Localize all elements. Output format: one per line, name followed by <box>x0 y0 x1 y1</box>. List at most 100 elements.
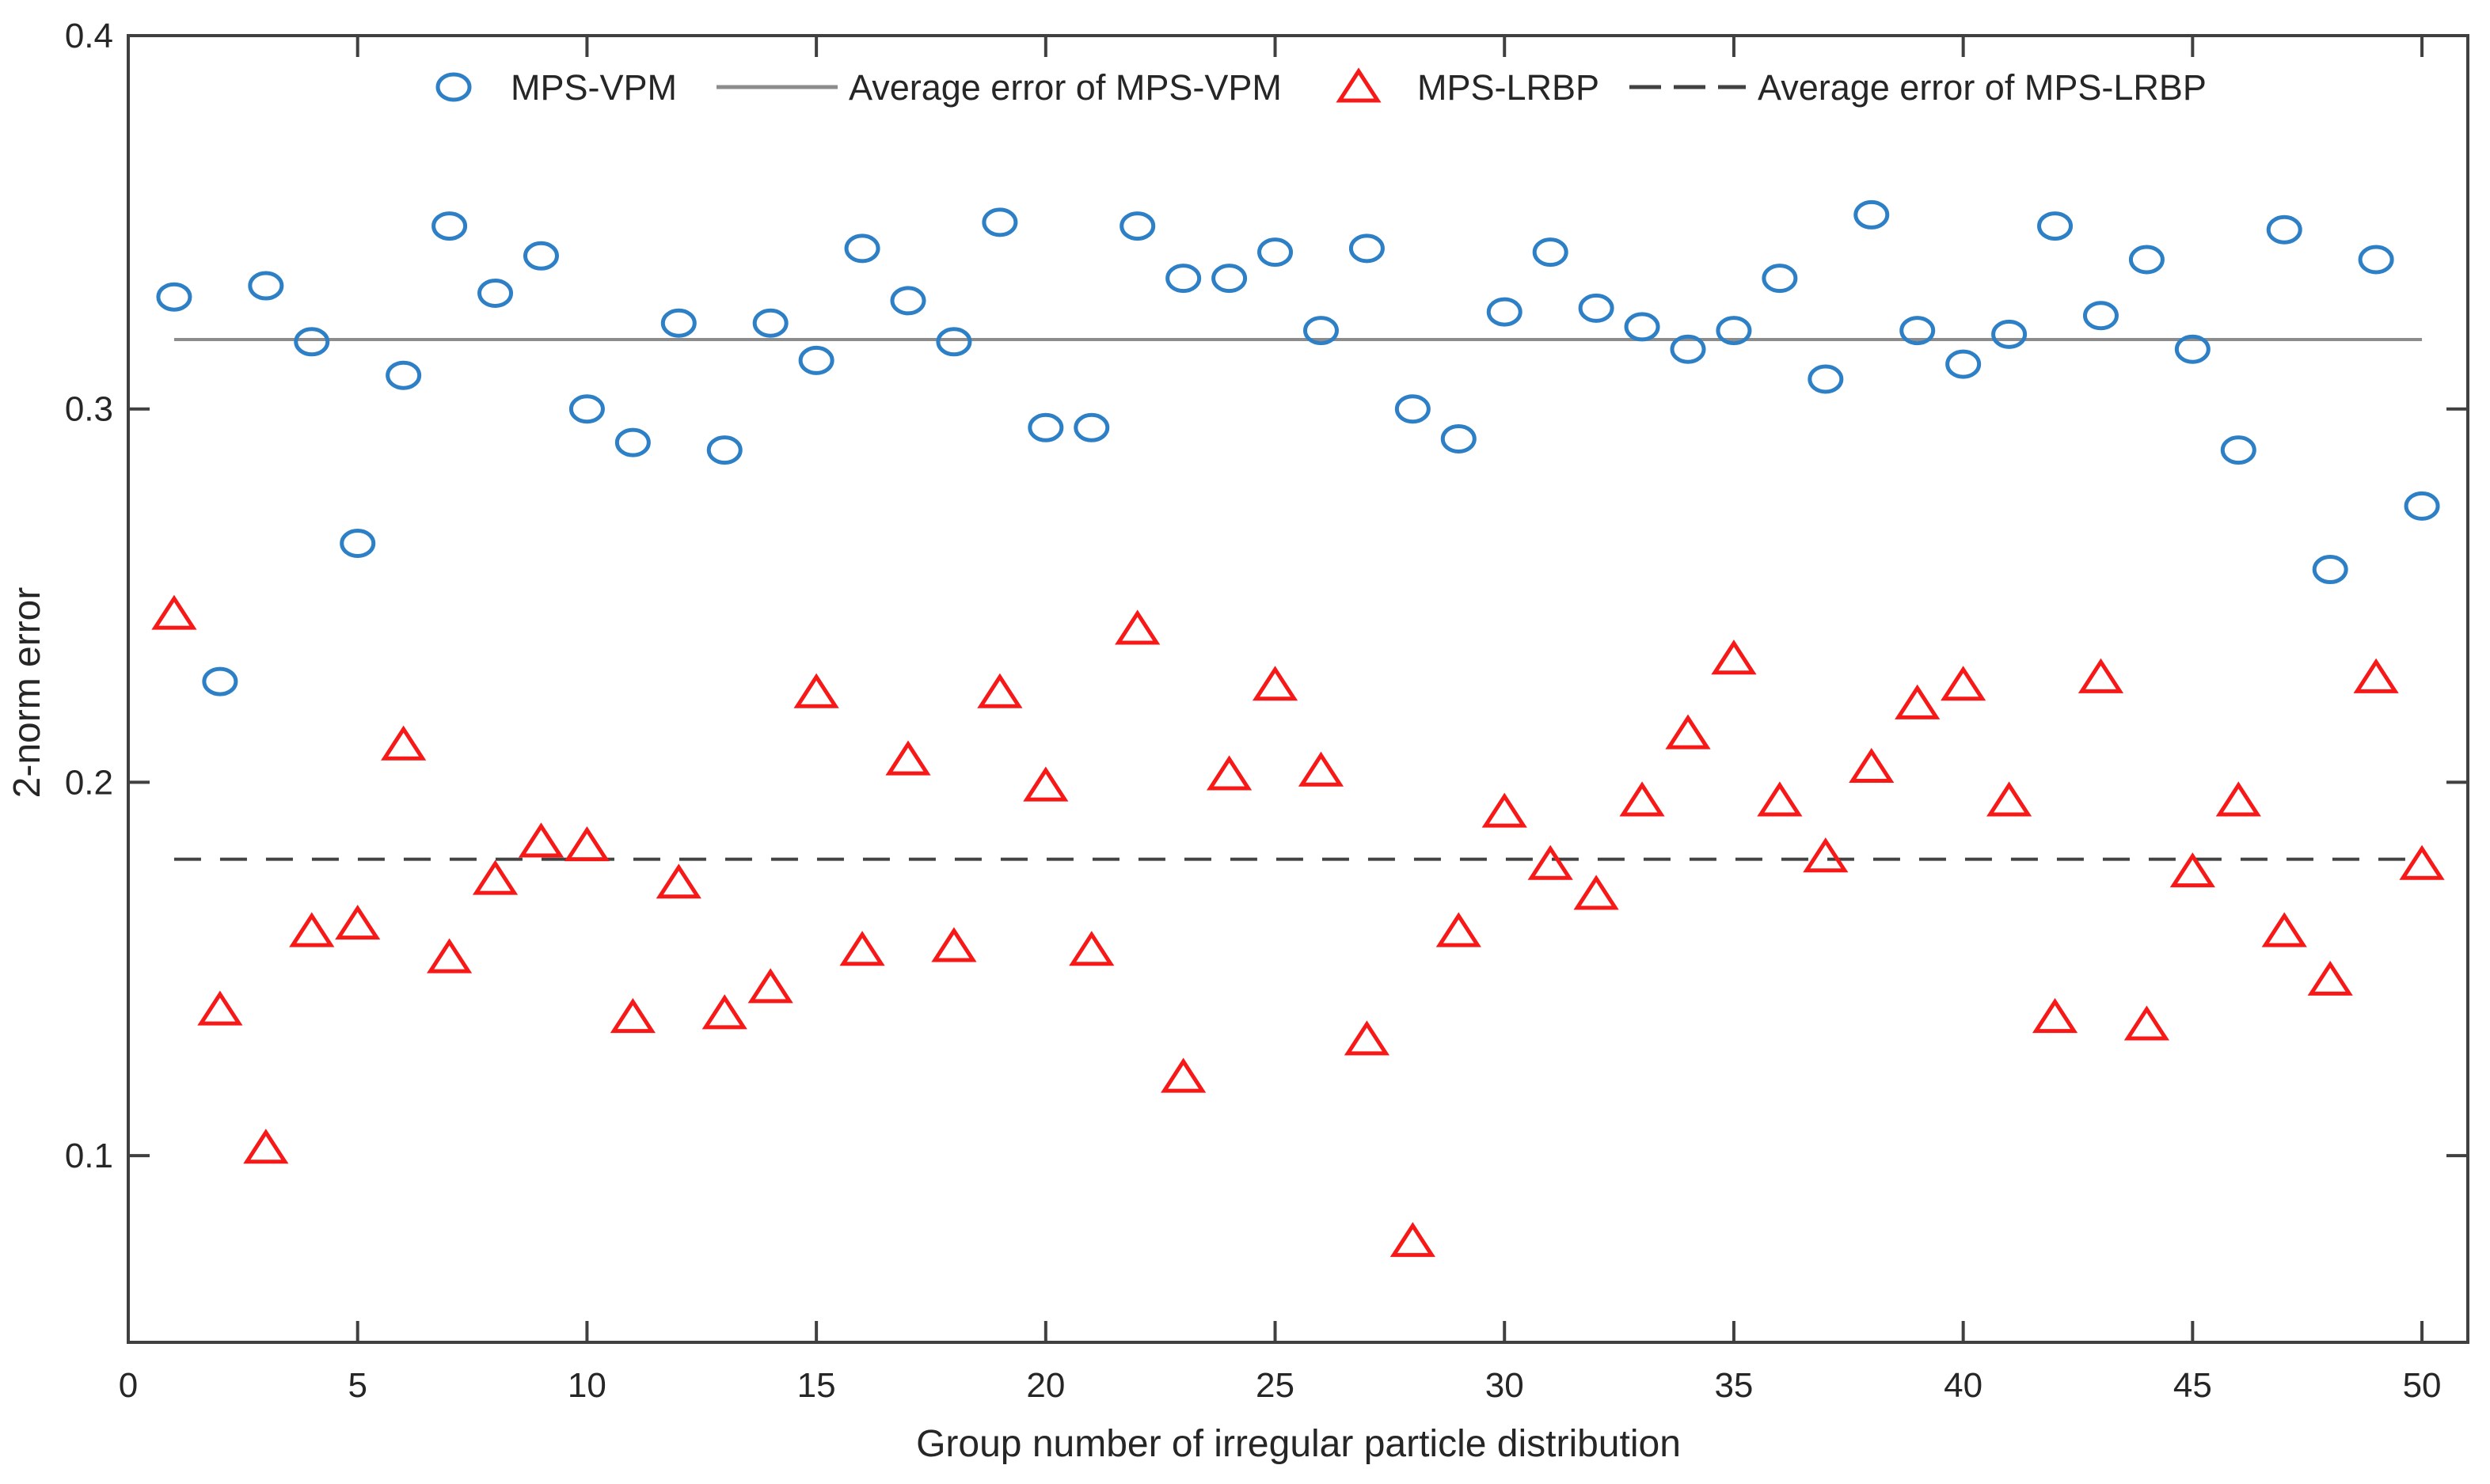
data-point-mps-vpm <box>568 394 605 424</box>
data-point-mps-vpm <box>1120 211 1156 241</box>
x-tick-label: 25 <box>1256 1366 1294 1405</box>
data-point-mps-vpm <box>1670 334 1706 364</box>
data-point-mps-lrbp <box>472 860 519 895</box>
data-point-mps-vpm <box>1165 264 1202 294</box>
data-point-mps-vpm <box>1808 364 1844 394</box>
data-point-mps-vpm <box>1257 237 1294 268</box>
data-point-mps-lrbp <box>2078 658 2124 693</box>
x-tick-label: 5 <box>348 1366 367 1405</box>
data-point-mps-lrbp <box>1023 766 1069 802</box>
data-point-mps-lrbp <box>2123 1005 2170 1041</box>
legend-label-mps-lrbp: MPS-LRBP <box>1417 67 1599 108</box>
data-point-mps-vpm <box>1028 412 1064 442</box>
legend: MPS-VPM Average error of MPS-VPM MPS-LRB… <box>435 67 2207 108</box>
data-point-mps-vpm <box>798 345 834 375</box>
data-point-mps-vpm <box>2312 555 2348 585</box>
data-point-mps-lrbp <box>1849 747 1895 784</box>
data-point-mps-vpm <box>248 271 284 301</box>
legend-marker-circle-icon <box>435 72 472 102</box>
data-point-mps-lrbp <box>885 740 931 776</box>
data-point-mps-lrbp <box>381 725 427 761</box>
data-point-mps-lrbp <box>656 863 701 899</box>
data-point-mps-vpm <box>844 233 880 264</box>
y-tick-label: 0.4 <box>65 17 113 55</box>
data-point-mps-lrbp <box>701 994 747 1030</box>
data-point-mps-vpm <box>1624 312 1660 342</box>
data-point-mps-vpm <box>1211 264 1248 294</box>
data-point-mps-lrbp <box>839 931 885 966</box>
data-point-mps-vpm <box>477 278 514 308</box>
x-tick-label: 40 <box>1944 1366 1982 1405</box>
data-point-mps-vpm <box>1578 293 1614 323</box>
data-point-mps-vpm <box>1945 349 1982 379</box>
x-tick-label: 20 <box>1026 1366 1065 1405</box>
data-point-mps-lrbp <box>197 990 243 1026</box>
data-point-mps-lrbp <box>2169 852 2215 888</box>
data-point-mps-vpm <box>660 308 697 338</box>
legend-label-average-mps-vpm: Average error of MPS-VPM <box>849 67 1282 108</box>
data-point-mps-lrbp <box>1711 640 1757 675</box>
legend-label-average-mps-lrbp: Average error of MPS-LRBP <box>1758 67 2207 108</box>
data-point-mps-lrbp <box>931 927 977 962</box>
data-point-mps-lrbp <box>1161 1057 1207 1093</box>
data-point-mps-vpm <box>1991 319 2028 349</box>
data-point-mps-lrbp <box>151 594 197 630</box>
data-point-mps-lrbp <box>335 905 381 940</box>
data-point-mps-vpm <box>1899 316 1936 346</box>
data-point-mps-lrbp <box>2353 658 2399 693</box>
data-point-mps-vpm <box>294 327 330 357</box>
data-point-mps-vpm <box>431 211 468 241</box>
data-point-mps-lrbp <box>747 968 793 1004</box>
data-point-mps-lrbp <box>1665 714 1711 750</box>
x-tick-label: 30 <box>1485 1366 1524 1405</box>
data-point-mps-vpm <box>202 666 238 696</box>
data-point-mps-vpm <box>523 241 559 271</box>
data-point-mps-lrbp <box>1344 1020 1390 1056</box>
data-point-mps-lrbp <box>1206 755 1253 791</box>
data-point-mps-vpm <box>2128 245 2165 275</box>
x-tick-label: 35 <box>1714 1366 1753 1405</box>
data-point-mps-vpm <box>1486 297 1523 327</box>
data-point-mps-lrbp <box>289 912 335 947</box>
data-point-mps-vpm <box>2404 491 2440 521</box>
data-point-mps-lrbp <box>1481 792 1527 828</box>
data-point-mps-vpm <box>1440 423 1477 454</box>
data-point-mps-lrbp <box>1573 875 1619 910</box>
x-tick-label: 10 <box>568 1366 606 1405</box>
data-point-mps-lrbp <box>564 826 610 862</box>
data-point-mps-lrbp <box>426 938 473 974</box>
data-point-mps-lrbp <box>1069 931 1115 966</box>
data-point-mps-vpm <box>936 327 972 357</box>
x-tick-label: 45 <box>2173 1366 2212 1405</box>
data-point-mps-lrbp <box>1389 1222 1435 1258</box>
data-point-mps-vpm <box>1302 316 1339 346</box>
data-point-mps-lrbp <box>518 822 565 858</box>
data-point-mps-lrbp <box>1757 781 1803 817</box>
data-point-mps-vpm <box>2358 245 2394 275</box>
data-point-mps-vpm <box>1762 264 1798 294</box>
x-tick-label: 0 <box>119 1366 138 1405</box>
y-tick-label: 0.3 <box>65 390 113 429</box>
data-point-mps-lrbp <box>2399 844 2445 880</box>
x-tick-label: 15 <box>797 1366 836 1405</box>
data-point-mps-vpm <box>1853 199 1890 230</box>
data-point-mps-vpm <box>982 207 1018 237</box>
data-point-mps-vpm <box>706 435 743 465</box>
data-point-mps-lrbp <box>1298 751 1344 787</box>
data-point-mps-lrbp <box>1803 837 1849 873</box>
y-axis-label: 2-norm error <box>6 587 48 799</box>
data-point-mps-vpm <box>2174 334 2211 364</box>
data-point-mps-vpm <box>1394 394 1431 424</box>
data-point-mps-vpm <box>1716 316 1752 346</box>
legend-marker-triangle-icon <box>1336 67 1382 103</box>
data-point-mps-vpm <box>340 529 376 559</box>
data-point-mps-vpm <box>890 286 926 316</box>
x-tick-label: 50 <box>2403 1366 2442 1405</box>
data-point-mps-vpm <box>2220 435 2256 465</box>
data-point-mps-lrbp <box>2307 960 2353 996</box>
data-point-mps-vpm <box>2037 211 2074 241</box>
data-point-mps-vpm <box>752 308 789 338</box>
data-point-mps-vpm <box>1532 237 1568 268</box>
